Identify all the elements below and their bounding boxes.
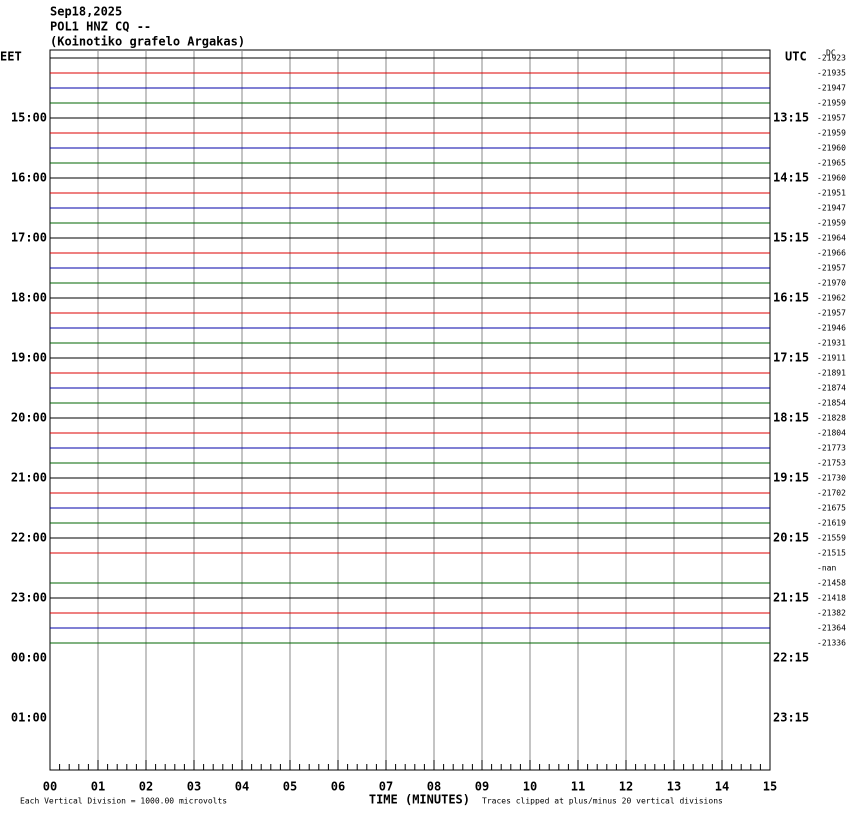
utc-time: 18:15 — [773, 411, 809, 425]
x-tick-label: 08 — [427, 780, 441, 794]
footer-left: Each Vertical Division = 1000.00 microvo… — [20, 797, 227, 806]
dc-value: -21957 — [817, 309, 846, 318]
dc-value: -21911 — [817, 354, 846, 363]
eet-time: 20:00 — [11, 411, 47, 425]
utc-time: 13:15 — [773, 111, 809, 125]
dc-value: -21675 — [817, 504, 846, 513]
dc-value: -21828 — [817, 414, 846, 423]
utc-time: 19:15 — [773, 471, 809, 485]
left-label: EET — [0, 50, 22, 64]
x-tick-label: 11 — [571, 780, 585, 794]
dc-value: -21960 — [817, 144, 846, 153]
x-tick-label: 10 — [523, 780, 537, 794]
dc-value: -21965 — [817, 159, 846, 168]
utc-time: 15:15 — [773, 231, 809, 245]
x-title: TIME (MINUTES) — [369, 793, 470, 807]
eet-time: 15:00 — [11, 111, 47, 125]
x-tick-label: 01 — [91, 780, 105, 794]
dc-value: -21959 — [817, 99, 846, 108]
dc-value: -21382 — [817, 609, 846, 618]
location: (Koinotiko grafelo Argakas) — [50, 35, 245, 49]
x-tick-label: 05 — [283, 780, 297, 794]
dc-value: -21957 — [817, 114, 846, 123]
dc-value: -nan — [817, 564, 836, 573]
dc-value: -21935 — [817, 69, 846, 78]
utc-time: 20:15 — [773, 531, 809, 545]
eet-time: 00:00 — [11, 651, 47, 665]
dc-value: -21336 — [817, 639, 846, 648]
utc-time: 21:15 — [773, 591, 809, 605]
dc-value: -21515 — [817, 549, 846, 558]
x-tick-label: 13 — [667, 780, 681, 794]
dc-value: -21959 — [817, 219, 846, 228]
dc-value: -21966 — [817, 249, 846, 258]
date: Sep18,2025 — [50, 5, 122, 19]
dc-value: -21931 — [817, 339, 846, 348]
plot-frame — [49, 49, 771, 771]
dc-value: -21891 — [817, 369, 846, 378]
eet-time: 21:00 — [11, 471, 47, 485]
x-tick-label: 06 — [331, 780, 345, 794]
dc-value: -21962 — [817, 294, 846, 303]
dc-value: -21753 — [817, 459, 846, 468]
x-tick-label: 07 — [379, 780, 393, 794]
dc-value: -21957 — [817, 264, 846, 273]
dc-value: -21702 — [817, 489, 846, 498]
x-tick-label: 09 — [475, 780, 489, 794]
utc-time: 22:15 — [773, 651, 809, 665]
dc-value: -21923 — [817, 54, 846, 63]
dc-value: -21854 — [817, 399, 846, 408]
utc-time: 17:15 — [773, 351, 809, 365]
dc-value: -21804 — [817, 429, 846, 438]
dc-label: DC — [826, 49, 836, 58]
x-tick-label: 14 — [715, 780, 729, 794]
dc-value: -21364 — [817, 624, 846, 633]
station: POL1 HNZ CQ -- — [50, 20, 151, 34]
utc-time: 16:15 — [773, 291, 809, 305]
footer-right: Traces clipped at plus/minus 20 vertical… — [482, 797, 723, 806]
dc-value: -21947 — [817, 204, 846, 213]
dc-value: -21418 — [817, 594, 846, 603]
dc-value: -21964 — [817, 234, 846, 243]
right-label: UTC — [785, 50, 807, 64]
x-tick-label: 12 — [619, 780, 633, 794]
dc-value: -21959 — [817, 129, 846, 138]
eet-time: 16:00 — [11, 171, 47, 185]
eet-time: 22:00 — [11, 531, 47, 545]
x-tick-label: 15 — [763, 780, 777, 794]
eet-time: 01:00 — [11, 711, 47, 725]
dc-value: -21559 — [817, 534, 846, 543]
x-tick-label: 00 — [43, 780, 57, 794]
dc-value: -21773 — [817, 444, 846, 453]
dc-value: -21970 — [817, 279, 846, 288]
utc-time: 23:15 — [773, 711, 809, 725]
eet-time: 19:00 — [11, 351, 47, 365]
dc-value: -21619 — [817, 519, 846, 528]
eet-time: 17:00 — [11, 231, 47, 245]
dc-value: -21960 — [817, 174, 846, 183]
dc-value: -21874 — [817, 384, 846, 393]
x-tick-label: 04 — [235, 780, 249, 794]
dc-value: -21951 — [817, 189, 846, 198]
dc-value: -21947 — [817, 84, 846, 93]
eet-time: 18:00 — [11, 291, 47, 305]
x-tick-label: 02 — [139, 780, 153, 794]
eet-time: 23:00 — [11, 591, 47, 605]
utc-time: 14:15 — [773, 171, 809, 185]
x-tick-label: 03 — [187, 780, 201, 794]
dc-value: -21730 — [817, 474, 846, 483]
dc-value: -21946 — [817, 324, 846, 333]
dc-value: -21458 — [817, 579, 846, 588]
